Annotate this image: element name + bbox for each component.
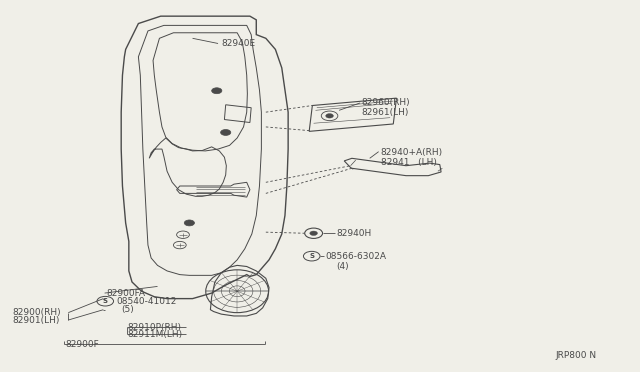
Text: S: S	[103, 298, 108, 304]
Circle shape	[310, 231, 317, 235]
Text: 82940+A(RH): 82940+A(RH)	[381, 148, 443, 157]
Text: 82900FA: 82900FA	[106, 289, 145, 298]
Text: 82960(RH): 82960(RH)	[362, 99, 410, 108]
Text: 08566-6302A: 08566-6302A	[325, 252, 386, 262]
Text: 82940E: 82940E	[221, 39, 255, 48]
Text: 82900(RH): 82900(RH)	[13, 308, 61, 317]
Circle shape	[221, 129, 231, 135]
Text: 08540-41012: 08540-41012	[116, 297, 177, 306]
Text: 82941   (LH): 82941 (LH)	[381, 157, 436, 167]
Text: S: S	[309, 253, 314, 259]
Circle shape	[326, 113, 333, 118]
Text: 82901(LH): 82901(LH)	[13, 315, 60, 324]
Text: (5): (5)	[121, 305, 134, 314]
Text: 82900F: 82900F	[65, 340, 99, 349]
Text: 82910P(RH): 82910P(RH)	[127, 323, 182, 331]
Text: 82911M(LH): 82911M(LH)	[127, 330, 182, 339]
Text: 82940H: 82940H	[336, 230, 371, 238]
Circle shape	[184, 220, 195, 226]
Text: (4): (4)	[336, 262, 349, 271]
Text: 82961(LH): 82961(LH)	[362, 108, 409, 117]
Text: JRP800 N: JRP800 N	[556, 350, 597, 360]
Circle shape	[212, 88, 222, 94]
